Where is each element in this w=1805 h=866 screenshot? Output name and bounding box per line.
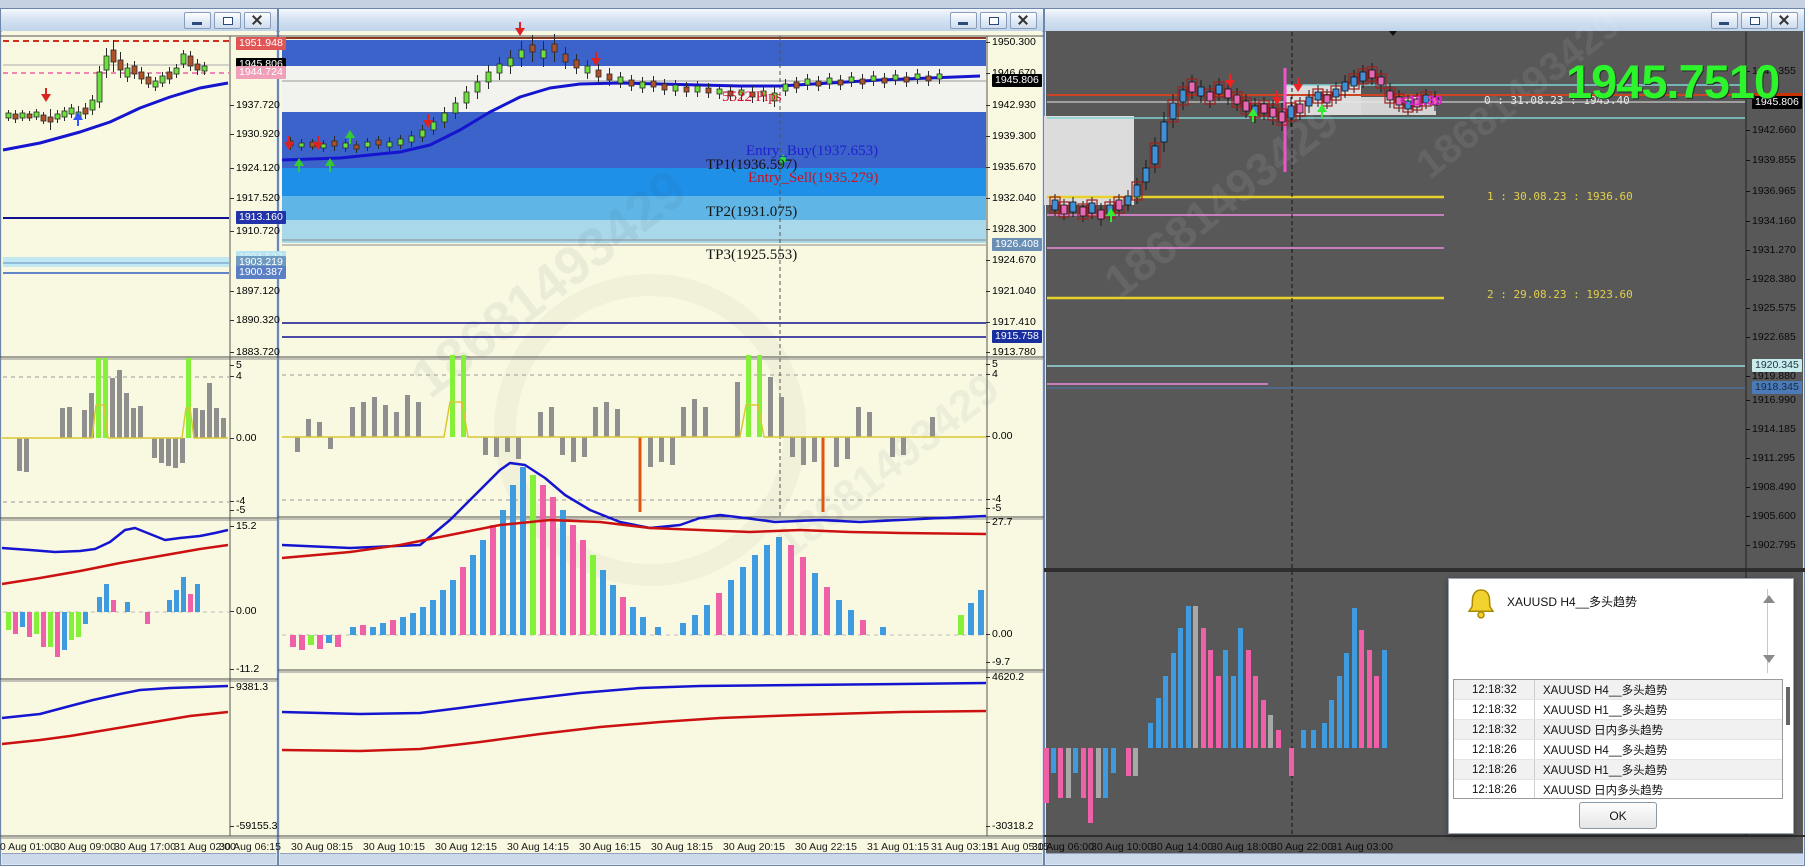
- alert-title: XAUUSD H4__多头趋势: [1507, 595, 1638, 609]
- window-right-titlebar[interactable]: [1045, 9, 1804, 32]
- window-left: [0, 8, 278, 866]
- alert-list-scrollbar[interactable]: [1786, 687, 1790, 725]
- close-button[interactable]: [244, 12, 271, 29]
- alert-message: XAUUSD H4__多头趋势: [1543, 744, 1668, 757]
- chart-middle[interactable]: [280, 31, 1042, 855]
- minimize-icon: [192, 22, 202, 25]
- window-middle: [278, 8, 1044, 866]
- alert-time: 12:18:26: [1472, 743, 1517, 756]
- alert-dialog: XAUUSD H4__多头趋势 12:18:32 XAUUSD H4__多头趋势…: [1448, 578, 1794, 834]
- alert-time: 12:18:26: [1472, 763, 1517, 776]
- alert-message: XAUUSD 日内多头趋势: [1543, 784, 1664, 797]
- minimize-button[interactable]: [950, 12, 977, 29]
- restore-icon: [223, 17, 233, 25]
- minimize-icon: [958, 22, 968, 25]
- alert-list: 12:18:32 XAUUSD H4__多头趋势 12:18:32 XAUUSD…: [1453, 679, 1783, 799]
- restore-icon: [989, 17, 999, 25]
- minimize-button[interactable]: [184, 12, 211, 29]
- scroll-down-icon[interactable]: [1763, 655, 1775, 663]
- restore-icon: [1750, 17, 1760, 25]
- alert-time: 12:18:32: [1472, 703, 1517, 716]
- chart-left[interactable]: [2, 31, 276, 855]
- mdi-top-strip: [0, 0, 1805, 8]
- restore-button[interactable]: [1741, 12, 1768, 29]
- alert-row[interactable]: 12:18:32 XAUUSD 日内多头趋势: [1454, 720, 1782, 740]
- alert-message: XAUUSD H1__多头趋势: [1543, 764, 1668, 777]
- ok-button[interactable]: OK: [1579, 802, 1657, 829]
- alert-time: 12:18:32: [1472, 723, 1517, 736]
- window-middle-bottom-border: [280, 853, 1042, 864]
- alert-time: 12:18:26: [1472, 783, 1517, 796]
- alert-header-scrollbar-track: [1767, 589, 1768, 673]
- window-left-bottom-border: [2, 853, 276, 864]
- minimize-button[interactable]: [1711, 12, 1738, 29]
- window-left-titlebar[interactable]: [1, 9, 277, 32]
- alert-time: 12:18:32: [1472, 683, 1517, 696]
- alert-message: XAUUSD H1__多头趋势: [1543, 704, 1668, 717]
- alert-row[interactable]: 12:18:26 XAUUSD H1__多头趋势: [1454, 760, 1782, 780]
- minimize-icon: [1719, 22, 1729, 25]
- window-right-bottom-border: [1046, 853, 1803, 864]
- restore-button[interactable]: [980, 12, 1007, 29]
- bell-icon: [1467, 589, 1495, 619]
- restore-button[interactable]: [214, 12, 241, 29]
- alert-row[interactable]: 12:18:32 XAUUSD H4__多头趋势: [1454, 680, 1782, 700]
- alert-message: XAUUSD H4__多头趋势: [1543, 684, 1668, 697]
- alert-message: XAUUSD 日内多头趋势: [1543, 724, 1664, 737]
- close-button[interactable]: [1771, 12, 1798, 29]
- alert-row[interactable]: 12:18:26 XAUUSD 日内多头趋势: [1454, 780, 1782, 798]
- close-button[interactable]: [1010, 12, 1037, 29]
- alert-row[interactable]: 12:18:26 XAUUSD H4__多头趋势: [1454, 740, 1782, 760]
- window-middle-titlebar[interactable]: [279, 9, 1043, 32]
- scroll-up-icon[interactable]: [1763, 595, 1775, 603]
- alert-row[interactable]: 12:18:32 XAUUSD H1__多头趋势: [1454, 700, 1782, 720]
